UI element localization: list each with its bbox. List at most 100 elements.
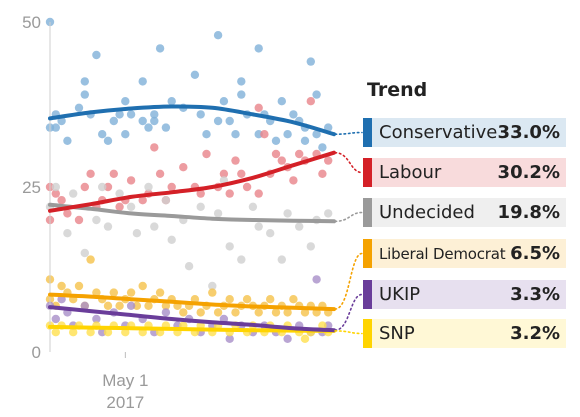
- legend-label: UKIP: [379, 284, 421, 305]
- point-conservative: [318, 143, 327, 152]
- point-liberal-democrat: [132, 301, 142, 310]
- point-undecided: [103, 222, 113, 231]
- point-undecided: [237, 255, 246, 264]
- point-labour: [57, 196, 66, 205]
- point-undecided: [63, 229, 72, 238]
- legend-label: SNP: [379, 323, 415, 344]
- point-liberal-democrat: [208, 288, 217, 297]
- point-undecided: [213, 209, 223, 218]
- point-conservative: [196, 110, 205, 119]
- point-undecided: [167, 235, 176, 244]
- point-conservative: [138, 77, 147, 86]
- point-undecided: [126, 202, 136, 211]
- point-labour: [150, 143, 159, 152]
- point-liberal-democrat: [86, 255, 95, 264]
- point-labour: [237, 169, 246, 178]
- point-labour: [271, 149, 281, 159]
- point-undecided: [196, 202, 205, 211]
- point-conservative: [155, 44, 165, 53]
- connector-conservative: [334, 131, 363, 135]
- point-undecided: [225, 242, 234, 251]
- point-conservative: [121, 130, 130, 139]
- legend-swatch: [363, 280, 372, 309]
- trend-line-conservative: [48, 104, 336, 137]
- point-liberal-democrat: [179, 308, 188, 317]
- point-undecided: [80, 248, 90, 258]
- point-labour: [103, 182, 113, 192]
- trend-line-snp: [48, 324, 336, 333]
- point-undecided: [132, 229, 142, 238]
- point-liberal-democrat: [109, 288, 119, 297]
- point-undecided: [115, 189, 124, 198]
- point-undecided: [161, 196, 171, 205]
- point-liberal-democrat: [231, 308, 240, 317]
- point-undecided: [208, 281, 217, 291]
- point-undecided: [144, 182, 153, 192]
- point-conservative: [283, 130, 292, 139]
- point-ukip: [225, 334, 234, 343]
- point-undecided: [306, 242, 315, 251]
- point-conservative: [300, 136, 310, 145]
- point-labour: [179, 163, 188, 172]
- point-liberal-democrat: [266, 295, 275, 304]
- point-ukip: [161, 308, 171, 317]
- point-ukip: [126, 301, 136, 310]
- legend-value: 30.2%: [497, 162, 560, 183]
- legend-value: 33.0%: [497, 122, 560, 143]
- point-undecided: [277, 255, 286, 264]
- point-conservative: [51, 123, 60, 132]
- point-labour: [254, 103, 263, 113]
- point-conservative: [92, 50, 101, 60]
- point-labour: [202, 149, 211, 159]
- point-labour: [115, 202, 124, 211]
- point-liberal-democrat: [155, 288, 165, 297]
- point-conservative: [80, 90, 90, 99]
- point-ukip: [80, 301, 90, 310]
- point-undecided: [266, 229, 275, 238]
- legend-title: Trend: [367, 79, 428, 101]
- point-labour: [289, 176, 298, 185]
- point-liberal-democrat: [242, 295, 252, 304]
- point-conservative: [312, 90, 321, 99]
- point-labour: [109, 169, 119, 178]
- point-liberal-democrat: [138, 281, 147, 291]
- point-ukip: [51, 314, 60, 324]
- point-undecided: [69, 189, 78, 198]
- point-labour: [225, 189, 234, 198]
- point-ukip: [324, 321, 333, 330]
- point-snp: [300, 334, 310, 343]
- x-tick-label-year: 2017: [106, 393, 144, 412]
- point-labour: [231, 156, 240, 165]
- point-liberal-democrat: [289, 295, 298, 304]
- point-conservative: [126, 110, 136, 119]
- point-liberal-democrat: [74, 281, 84, 291]
- point-conservative: [277, 97, 286, 106]
- point-ukip: [312, 275, 321, 284]
- legend-label: Labour: [379, 162, 442, 183]
- point-conservative: [237, 90, 246, 99]
- point-conservative: [167, 97, 176, 106]
- point-conservative: [161, 123, 171, 132]
- point-labour: [51, 189, 60, 198]
- point-conservative: [225, 116, 234, 126]
- point-liberal-democrat: [213, 308, 223, 317]
- connector-labour: [334, 151, 363, 174]
- trend-line-ukip: [48, 305, 336, 333]
- legend-swatch: [363, 198, 372, 227]
- point-snp: [51, 328, 60, 337]
- point-liberal-democrat: [126, 288, 136, 297]
- point-labour: [260, 130, 269, 139]
- connector-ukip: [334, 293, 363, 331]
- point-undecided: [248, 202, 258, 211]
- point-labour: [219, 169, 229, 178]
- point-ukip: [283, 334, 292, 343]
- point-labour: [295, 149, 304, 159]
- point-conservative: [254, 44, 263, 53]
- point-liberal-democrat: [144, 301, 153, 310]
- legend-item-liberal-democrat: Liberal Democrat 6.5%: [363, 239, 566, 268]
- point-liberal-democrat: [271, 308, 281, 317]
- point-undecided: [51, 182, 60, 192]
- legend-item-conservative: Conservative 33.0%: [363, 118, 566, 147]
- point-liberal-democrat: [57, 281, 66, 291]
- point-conservative: [231, 130, 240, 139]
